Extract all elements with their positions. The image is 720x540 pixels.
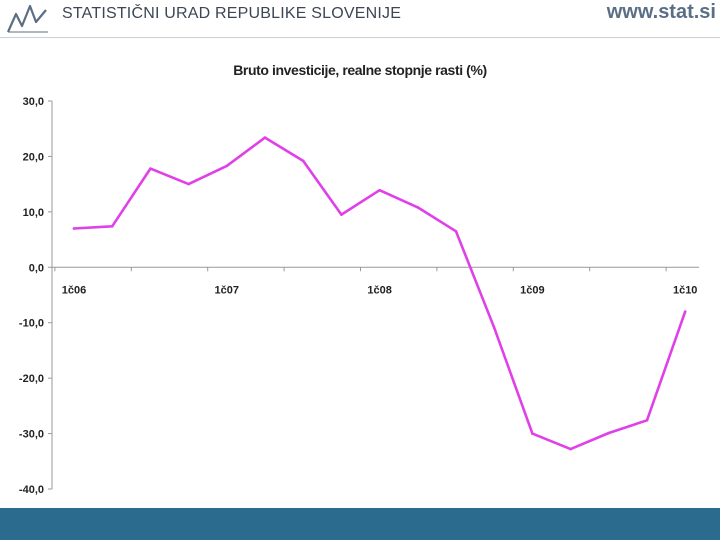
x-tick-label: 1č10: [673, 284, 697, 296]
header-divider: [0, 37, 720, 38]
y-tick-label: -30,0: [19, 429, 44, 441]
data-point: [340, 213, 343, 216]
data-point: [187, 182, 190, 186]
data-point: [454, 229, 458, 233]
x-tick-label: 1č09: [520, 284, 544, 296]
data-point: [607, 431, 611, 435]
data-point: [492, 326, 496, 330]
y-tick-label: 0,0: [29, 262, 44, 274]
data-point: [531, 432, 534, 435]
site-url-link[interactable]: www.stat.si: [606, 1, 716, 23]
x-tick-label: 1č06: [62, 284, 86, 296]
data-point: [263, 136, 267, 139]
data-point: [225, 164, 229, 168]
chart-title: Bruto investicije, realne stopnje rasti …: [233, 62, 487, 78]
y-tick-label: -10,0: [19, 318, 44, 330]
y-tick-label: 10,0: [23, 207, 44, 219]
data-point: [149, 167, 152, 170]
data-point: [378, 188, 381, 192]
y-tick-label: -20,0: [19, 373, 44, 385]
data-point: [301, 159, 305, 163]
data-point: [569, 447, 572, 451]
footer-bar: [0, 508, 720, 540]
x-tick-label: 1č08: [367, 284, 391, 296]
y-tick-label: -40,0: [19, 484, 44, 496]
sursi-logo-icon: [6, 4, 48, 33]
page-header: STATISTIČNI URAD REPUBLIKE SLOVENIJE www…: [0, 0, 720, 40]
data-point: [110, 224, 114, 228]
data-point: [72, 227, 76, 230]
data-point: [645, 418, 649, 422]
y-tick-label: 20,0: [23, 151, 44, 163]
data-point: [683, 310, 687, 313]
x-tick-label: 1č07: [215, 284, 239, 296]
data-point: [416, 206, 420, 209]
org-name: STATISTIČNI URAD REPUBLIKE SLOVENIJE: [62, 5, 402, 22]
y-tick-label: 30,0: [23, 96, 44, 108]
